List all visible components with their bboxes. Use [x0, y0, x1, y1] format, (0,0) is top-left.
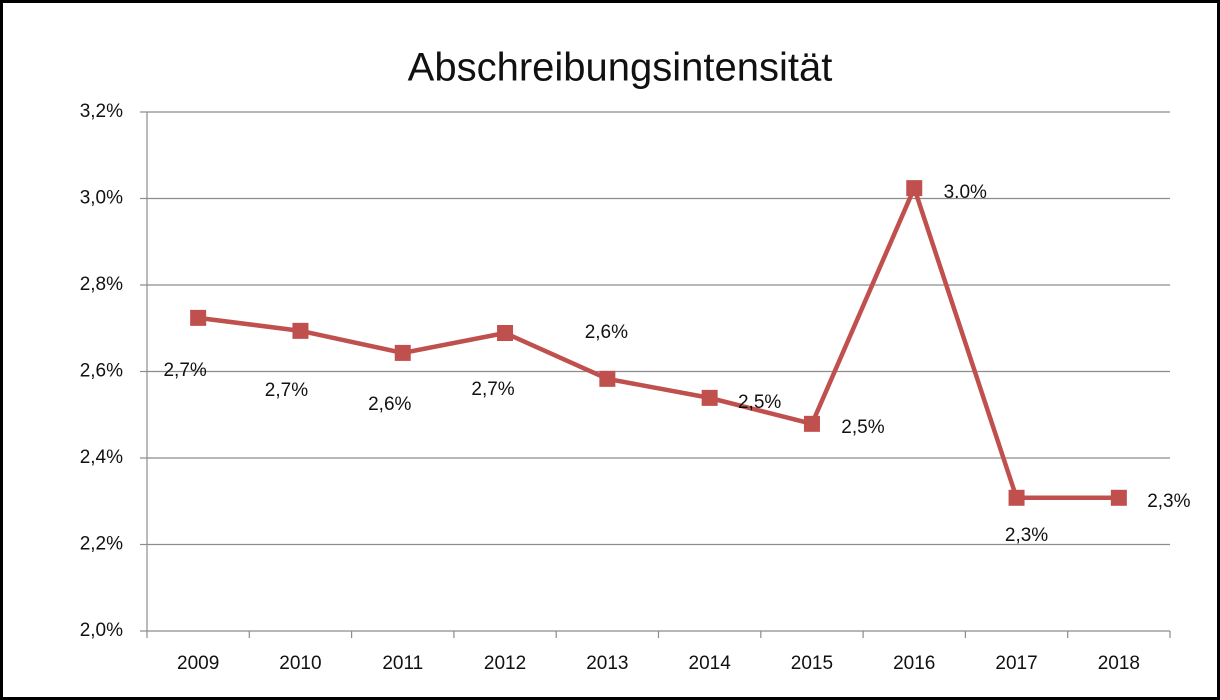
marker [701, 389, 718, 406]
y-tick-label: 2,4% [80, 447, 123, 468]
chart-title: Abschreibungsintensität [408, 46, 833, 90]
data-label: 2,7% [163, 360, 206, 381]
x-tick-label: 2009 [177, 653, 219, 674]
marker [1110, 489, 1127, 506]
data-label: 2,5% [738, 392, 781, 413]
y-tick-label: 2,6% [80, 361, 123, 382]
data-label: 3.0% [944, 182, 987, 203]
marker [1008, 489, 1025, 506]
x-tick-label: 2017 [995, 653, 1037, 674]
data-label: 2,7% [265, 380, 308, 401]
x-tick-label: 2013 [586, 653, 628, 674]
y-tick-label: 3,0% [80, 188, 123, 209]
x-tick-label: 2010 [279, 653, 321, 674]
y-tick-label: 2,2% [80, 534, 123, 555]
data-label: 2,7% [471, 379, 514, 400]
marker [190, 309, 207, 326]
data-label: 2,3% [1147, 491, 1190, 512]
x-tick-label: 2018 [1098, 653, 1140, 674]
data-label: 2,6% [585, 322, 628, 343]
x-tick-label: 2012 [484, 653, 526, 674]
marker [803, 415, 820, 432]
marker [906, 180, 923, 197]
x-tick-label: 2015 [791, 653, 833, 674]
marker [292, 322, 309, 339]
y-tick-label: 2,0% [80, 620, 123, 641]
y-tick-label: 2,8% [80, 274, 123, 295]
data-label: 2,6% [368, 394, 411, 415]
marker [394, 344, 411, 361]
data-label: 2,5% [841, 417, 884, 438]
y-tick-label: 3,2% [80, 101, 123, 122]
marker [599, 370, 616, 387]
marker [497, 325, 514, 342]
data-label: 2,3% [1005, 525, 1048, 546]
x-tick-label: 2014 [689, 653, 732, 674]
x-tick-label: 2016 [893, 653, 935, 674]
x-tick-label: 2011 [382, 653, 423, 674]
line [197, 181, 1119, 501]
